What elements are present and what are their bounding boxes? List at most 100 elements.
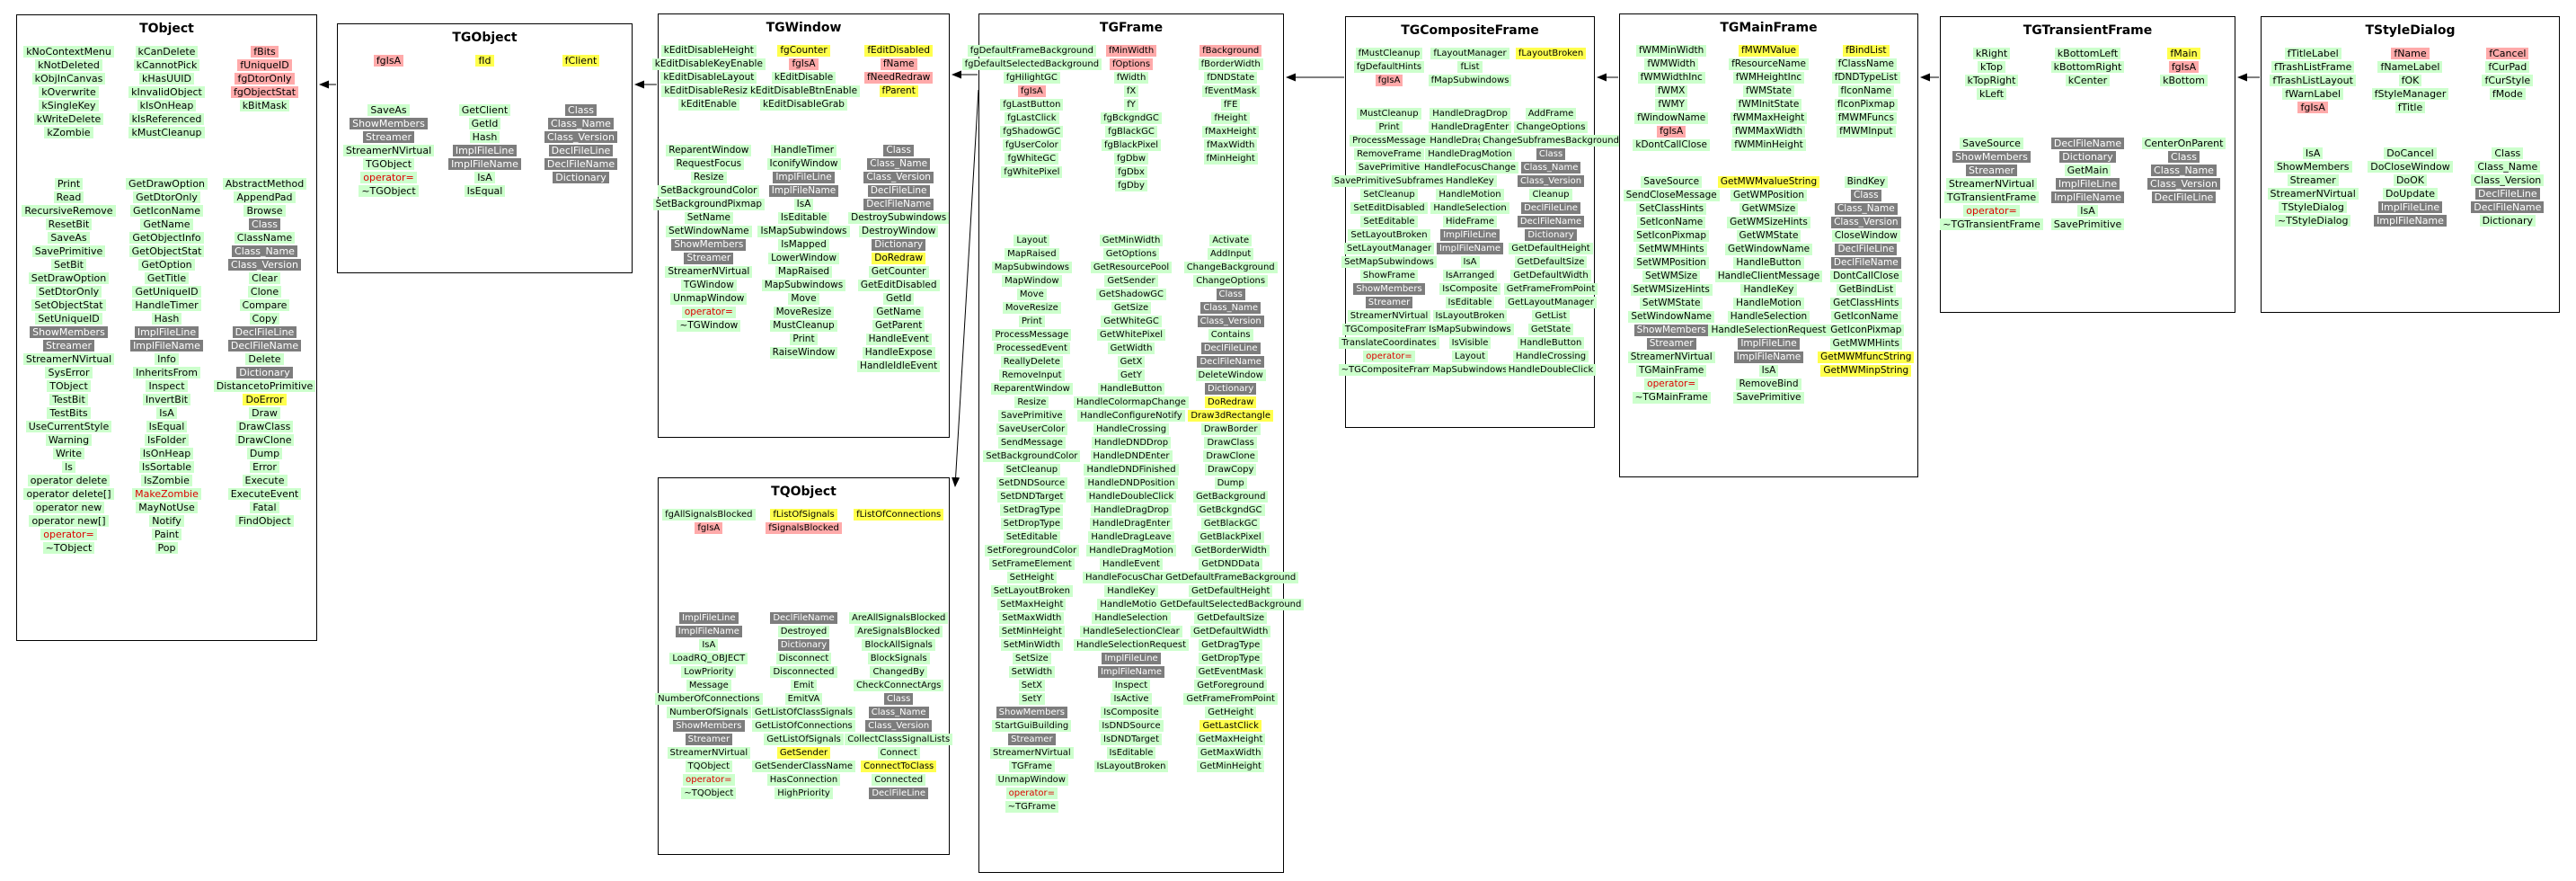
member-item: kBottomRight [2050, 61, 2125, 73]
member-item: fgIsA [1657, 126, 1686, 138]
method-item: ImplFileLine [134, 326, 199, 338]
method-item: Hash [151, 313, 182, 325]
method-item: DoError [243, 394, 287, 405]
members-column: kRight kTop kTopRight kLeft [1943, 48, 2040, 102]
member-item: fMustCleanup [1355, 48, 1423, 59]
method-item: StreamerNVirtual [2267, 188, 2359, 200]
method-item: ImplFileLine [1102, 653, 1161, 664]
member-item: fWMMaxWidth [1731, 126, 1806, 138]
method-item: Class_Name [2151, 165, 2217, 176]
member-item: fgBlackGC [1105, 126, 1157, 138]
method-item: Write [52, 448, 85, 459]
method-item: ClassName [234, 232, 296, 244]
method-item: HandleConfigureNotify [1077, 410, 1185, 422]
method-item: Execute [242, 475, 288, 486]
method-item: operator= [1963, 205, 2020, 217]
member-item: fgAllSignalsBlocked [662, 509, 756, 521]
method-item: RemoveFrame [1354, 148, 1424, 160]
method-item: GetDefaultSize [1194, 612, 1268, 624]
class-box-tgframe: TGFrame fgDefaultFrameBackground fgDefault… [961, 13, 1305, 873]
class-title: TStyleDialog [2365, 23, 2456, 38]
method-item: ~TStyleDialog [2274, 215, 2351, 227]
member-item: fgIsA [2168, 61, 2200, 73]
method-item: Inspect [1111, 680, 1151, 691]
method-item: Class [565, 104, 597, 116]
method-item: HandleSelection [1092, 612, 1171, 624]
tgobject-methods-section: SaveAs ShowMembers Streamer StreamerNVirtua… [338, 104, 632, 199]
method-item: BindKey [1844, 176, 1889, 188]
tgmainframe-members-section: fWMMinWidth fWMWidth fWMWidthInc fWMX fWMY fW… [1620, 45, 1917, 153]
class-title: TGObject [452, 31, 518, 45]
members-column: fMain fgIsA kBottom [2136, 48, 2232, 102]
members-column: fLayoutManager fList fMapSubwindows [1428, 48, 1512, 88]
class-title: TGFrame [1099, 21, 1164, 35]
member-item: fDNDState [1204, 72, 1258, 84]
member-item: fMinWidth [1105, 45, 1157, 57]
method-item: HandleDragDrop [1430, 108, 1510, 120]
method-item: GetFrameFromPoint [1183, 693, 1278, 705]
method-item: TGWindow [680, 280, 737, 291]
member-item: fgIsA [789, 58, 819, 70]
class-box-tqobject: TQObject fgAllSignalsBlocked fgIsA fListOfS… [655, 477, 953, 855]
method-item: ShowMembers [673, 720, 745, 732]
class-title: TObject [139, 22, 194, 36]
method-item: SetMaxHeight [997, 599, 1067, 610]
method-item: Move [1016, 289, 1047, 300]
method-item: Class_Version [2471, 174, 2545, 186]
member-item: fCurStyle [2482, 75, 2534, 86]
method-item: DrawClone [1203, 450, 1258, 462]
method-item: GetId [468, 118, 501, 129]
method-item: SetWMSizeHints [1630, 284, 1713, 296]
method-item: IsMapSubwindows [1426, 324, 1514, 335]
method-item: MayNotUse [136, 502, 198, 513]
method-item: IsDNDTarget [1101, 734, 1162, 745]
method-item: Draw [249, 407, 280, 419]
method-item: SavePrimitive [31, 245, 106, 257]
member-item: fMWMFuncs [1835, 112, 1897, 124]
method-item: ImplFileName [130, 340, 203, 352]
method-item: SetEditable [1360, 216, 1418, 227]
members-column: fWMMinWidth fWMWidth fWMWidthInc fWMX fWMY fW… [1623, 45, 1720, 153]
method-item: SetFrameElement [988, 558, 1075, 570]
method-item: TranslateCoordinates [1339, 337, 1439, 349]
method-item: HandleFocusChange [1082, 572, 1181, 583]
method-item: GetMWMinpString [1820, 365, 1912, 377]
method-item: Class_Name [1834, 203, 1898, 215]
method-item: GetDtorOnly [133, 191, 200, 203]
member-item: fgDby [1115, 180, 1147, 191]
method-item: GetMain [2064, 165, 2111, 176]
class-title: TQObject [771, 485, 837, 499]
method-item: HandleDragMotion [1425, 148, 1515, 160]
method-item: Destroyed [777, 626, 830, 637]
method-item: GetMaxWidth [1197, 747, 1264, 759]
method-item: SavePrimitive [1733, 392, 1804, 404]
members-column: fgDefaultFrameBackground fgDefaultSelecte… [961, 45, 1102, 193]
method-item: DeclFileName [2471, 201, 2545, 213]
methods-column: GetMWMvalueString GetWMPosition GetWMSize G… [1708, 176, 1829, 405]
method-item: Cleanup [1529, 189, 1572, 200]
method-item: ls [62, 461, 75, 473]
method-item: HandleMotion [1733, 298, 1804, 309]
method-item: Layout [1014, 235, 1050, 246]
method-item: GetSender [776, 747, 831, 759]
method-item: ImplFileName [1733, 352, 1804, 363]
method-item: SaveAs [48, 232, 90, 244]
member-item: fList [1457, 61, 1483, 73]
methods-column: SaveSource ShowMembers Streamer StreamerNVi… [1940, 138, 2043, 232]
method-item: Class_Name [1200, 302, 1261, 314]
method-item: IconifyWindow [766, 158, 841, 170]
method-item: MapWindow [1002, 275, 1062, 287]
method-item: GetUniqueID [132, 286, 201, 298]
members-column: fMustCleanup fgDefaultHints fgIsA [1349, 48, 1430, 88]
member-item: fWMState [1743, 85, 1794, 97]
member-item: fMWMInput [1837, 126, 1896, 138]
class-box-tstyledialog: TStyleDialog fTitleLabel fTrashListFrame fT… [2261, 16, 2560, 313]
method-item: TStyleDialog [2279, 201, 2347, 213]
method-item: Streamer [2287, 174, 2339, 186]
member-item: fBorderWidth [1198, 58, 1263, 70]
member-item: fIconPixmap [1834, 99, 1898, 111]
method-item: Hash [469, 131, 500, 143]
members-column: fListOfSignals fSignalsBlocked [757, 509, 852, 536]
method-item: HandleDragDrop [1091, 504, 1172, 516]
